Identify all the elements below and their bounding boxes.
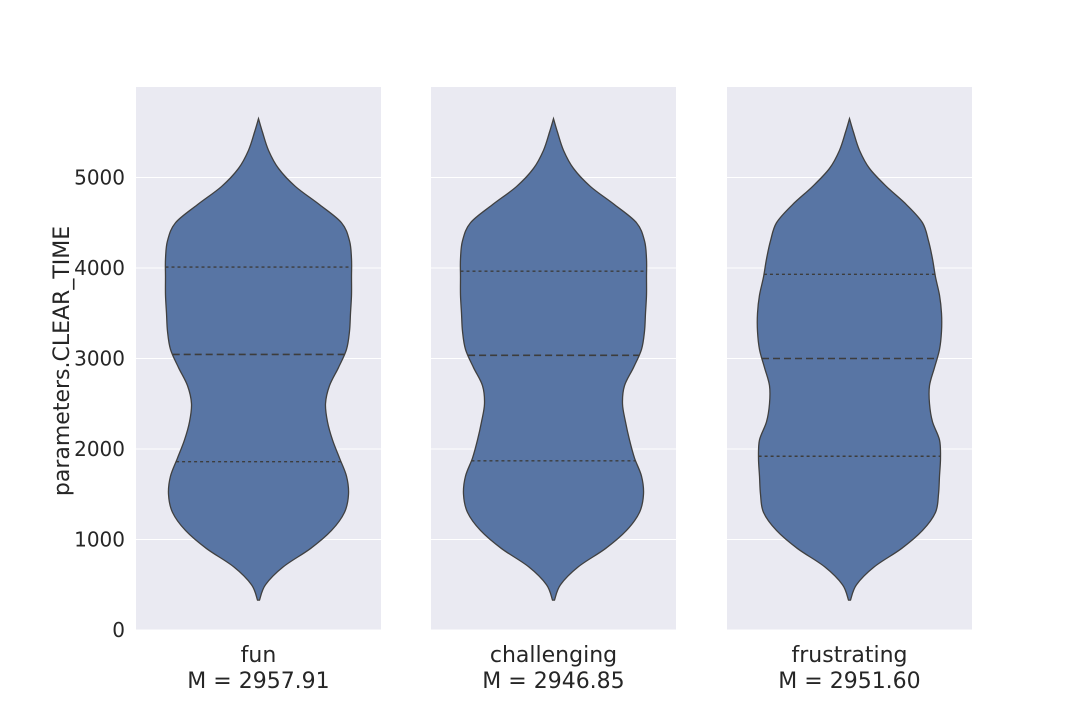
y-tick-label: 4000 <box>74 256 125 280</box>
y-tick-label: 3000 <box>74 347 125 371</box>
y-tick-label: 5000 <box>74 166 125 190</box>
category-label: fun <box>241 643 277 668</box>
violin-body <box>756 116 943 601</box>
mean-label: M = 2957.91 <box>187 669 329 694</box>
violin-body <box>459 116 648 601</box>
violin-body <box>164 116 353 601</box>
y-tick-label: 0 <box>112 618 125 642</box>
category-label: frustrating <box>792 643 908 668</box>
mean-label: M = 2946.85 <box>482 669 624 694</box>
y-axis: 0 1000 2000 3000 4000 5000 <box>74 166 125 643</box>
y-tick-label: 2000 <box>74 437 125 461</box>
category-label: challenging <box>490 643 617 668</box>
mean-label: M = 2951.60 <box>778 669 920 694</box>
y-tick-label: 1000 <box>74 528 125 552</box>
y-axis-title: parameters.CLEAR_TIME <box>50 226 75 496</box>
